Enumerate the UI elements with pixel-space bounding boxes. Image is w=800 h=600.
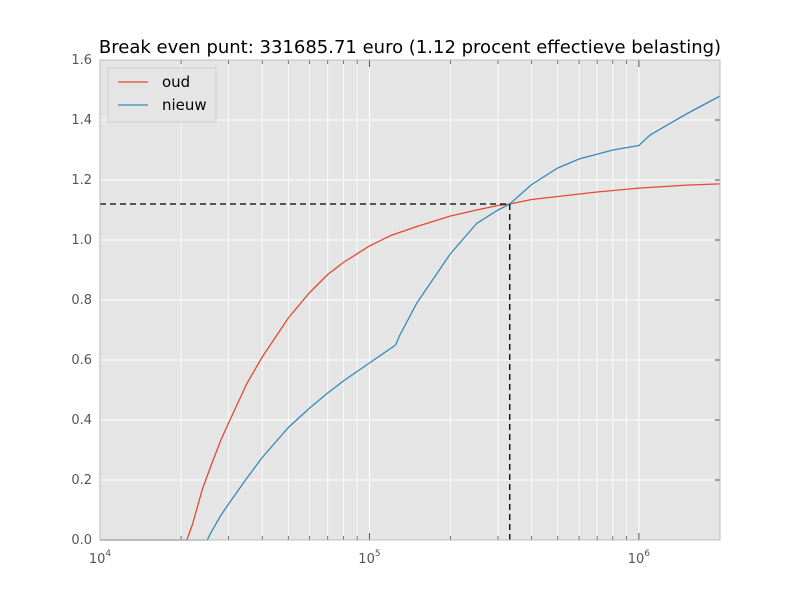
y-tick-label: 0.6 [71,353,92,368]
y-tick-label: 1.2 [71,173,92,188]
legend-box [107,67,217,123]
series-line-oud [100,183,721,541]
plot-area: 0.0 0.2 0.4 0.6 0.8 1.0 1.2 1.4 1.6 104 105 106 oud n… [71,53,721,567]
y-tick-label: 0.4 [71,413,92,428]
x-tick-label: 105 [358,549,380,567]
x-tick-label: 104 [89,549,112,567]
axes-frame [99,59,721,541]
y-tick-label: 1.0 [71,233,92,248]
y-tick-label: 0.0 [71,533,92,548]
legend: oud nieuw [107,67,217,123]
x-tick-label: 106 [628,549,651,567]
legend-label-nieuw: nieuw [162,96,207,114]
chart-title: Break even punt: 331685.71 euro (1.12 pr… [99,37,721,58]
y-tick-label: 1.6 [71,53,92,68]
legend-label-oud: oud [162,73,190,91]
y-tick-label: 0.2 [71,473,92,488]
y-tick-label: 0.8 [71,293,92,308]
series-line-nieuw [100,95,721,541]
y-tick-label: 1.4 [71,113,92,128]
